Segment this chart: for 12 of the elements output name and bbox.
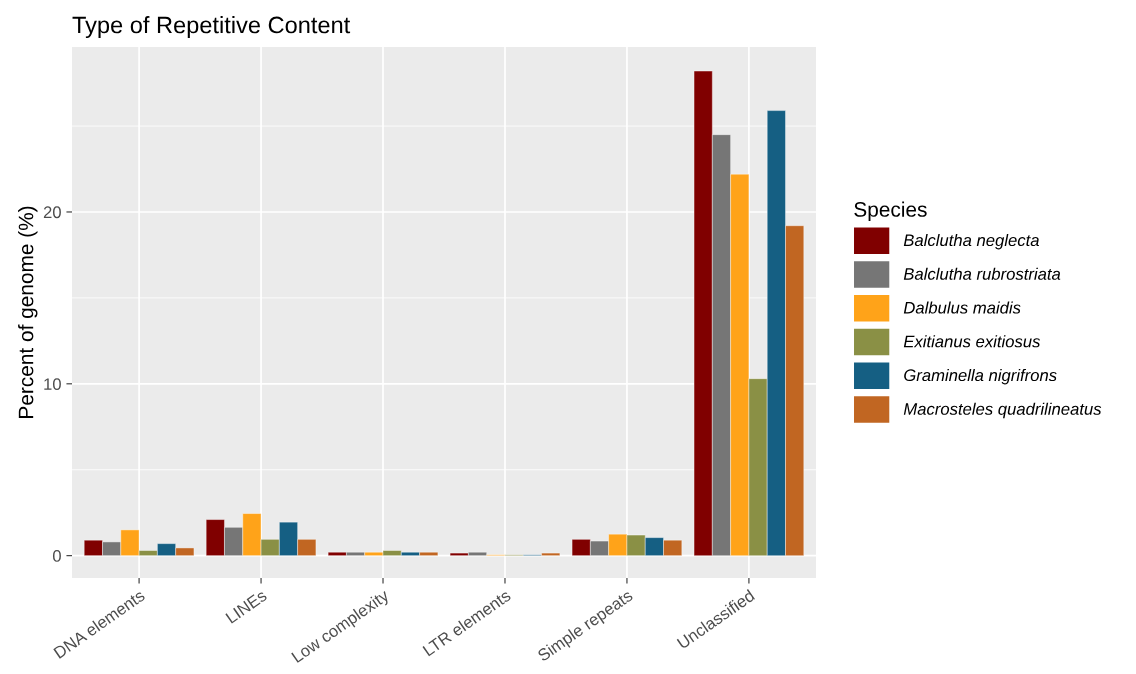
legend-label: Exitianus exitiosus (903, 335, 1041, 348)
legend-label: Balclutha rubrostriata (903, 267, 1061, 280)
legend-label: Balclutha neglecta (903, 233, 1039, 250)
y-tick-label: 10 (44, 378, 61, 391)
chart-title: Type of Repetitive Content (72, 16, 351, 39)
legend-label: Dalbulus maidis (903, 301, 1021, 314)
y-axis-title: Percent of genome (%) (18, 206, 38, 418)
legend-title: Species (854, 201, 927, 221)
y-tick-label: 0 (52, 550, 61, 562)
y-tick-label: 20 (43, 206, 61, 219)
legend-label: Macrosteles quadrilineatus (903, 402, 1102, 419)
legend-label: Graminella nigrifrons (904, 368, 1057, 385)
